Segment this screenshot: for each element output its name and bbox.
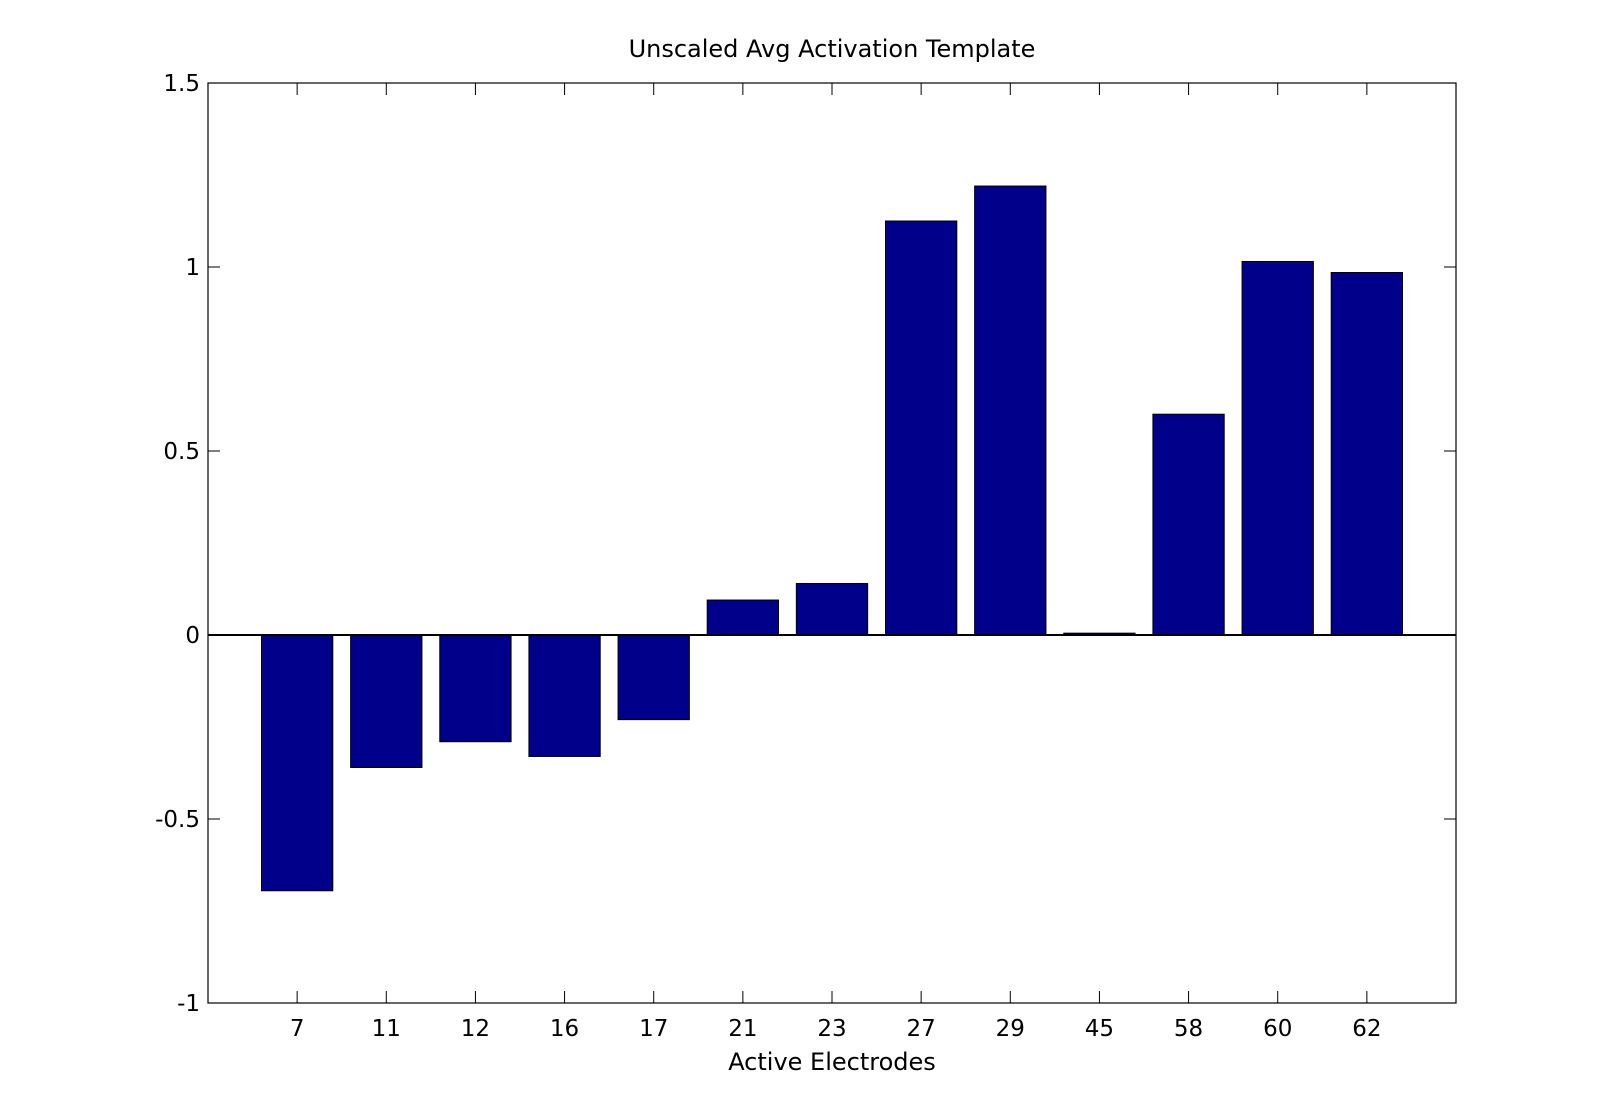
x-tick-label: 7 [290, 1016, 305, 1042]
bar-58 [1152, 413, 1225, 636]
bar-27 [884, 220, 958, 636]
x-axis-label: Active Electrodes [728, 1048, 936, 1076]
y-tick-label: 1.5 [163, 71, 200, 97]
x-tick-label: 17 [639, 1016, 668, 1042]
x-axis-ticks: 7 11 12 16 17 21 23 27 29 45 58 60 62 [290, 83, 1381, 1042]
bar-23 [795, 582, 869, 636]
y-tick-label: 0 [185, 623, 200, 649]
chart-title: Unscaled Avg Activation Template [629, 35, 1036, 63]
x-tick-label: 12 [461, 1016, 490, 1042]
x-tick-label: 16 [550, 1016, 579, 1042]
bar-60 [1241, 260, 1314, 636]
x-tick-label: 45 [1085, 1016, 1114, 1042]
bar-29 [974, 185, 1047, 636]
bar-21 [706, 599, 780, 636]
x-tick-label: 60 [1263, 1016, 1292, 1042]
x-tick-label: 21 [728, 1016, 757, 1042]
bar-7 [260, 634, 334, 892]
y-axis-ticks: -1 -0.5 0 0.5 1 1.5 [155, 71, 1456, 1017]
bar-17 [617, 634, 690, 721]
x-tick-label: 29 [996, 1016, 1025, 1042]
x-tick-label: 58 [1174, 1016, 1203, 1042]
y-tick-label: 1 [185, 255, 200, 281]
y-tick-label: 0.5 [163, 439, 200, 465]
y-tick-label: -1 [177, 991, 200, 1017]
y-tick-label: -0.5 [155, 807, 200, 833]
bar-62 [1330, 272, 1404, 636]
x-tick-label: 62 [1352, 1016, 1381, 1042]
x-tick-label: 27 [907, 1016, 936, 1042]
x-tick-label: 11 [372, 1016, 401, 1042]
bar-11 [350, 634, 423, 768]
bar-16 [528, 634, 601, 757]
bar-12 [439, 634, 512, 743]
x-tick-label: 23 [817, 1016, 846, 1042]
